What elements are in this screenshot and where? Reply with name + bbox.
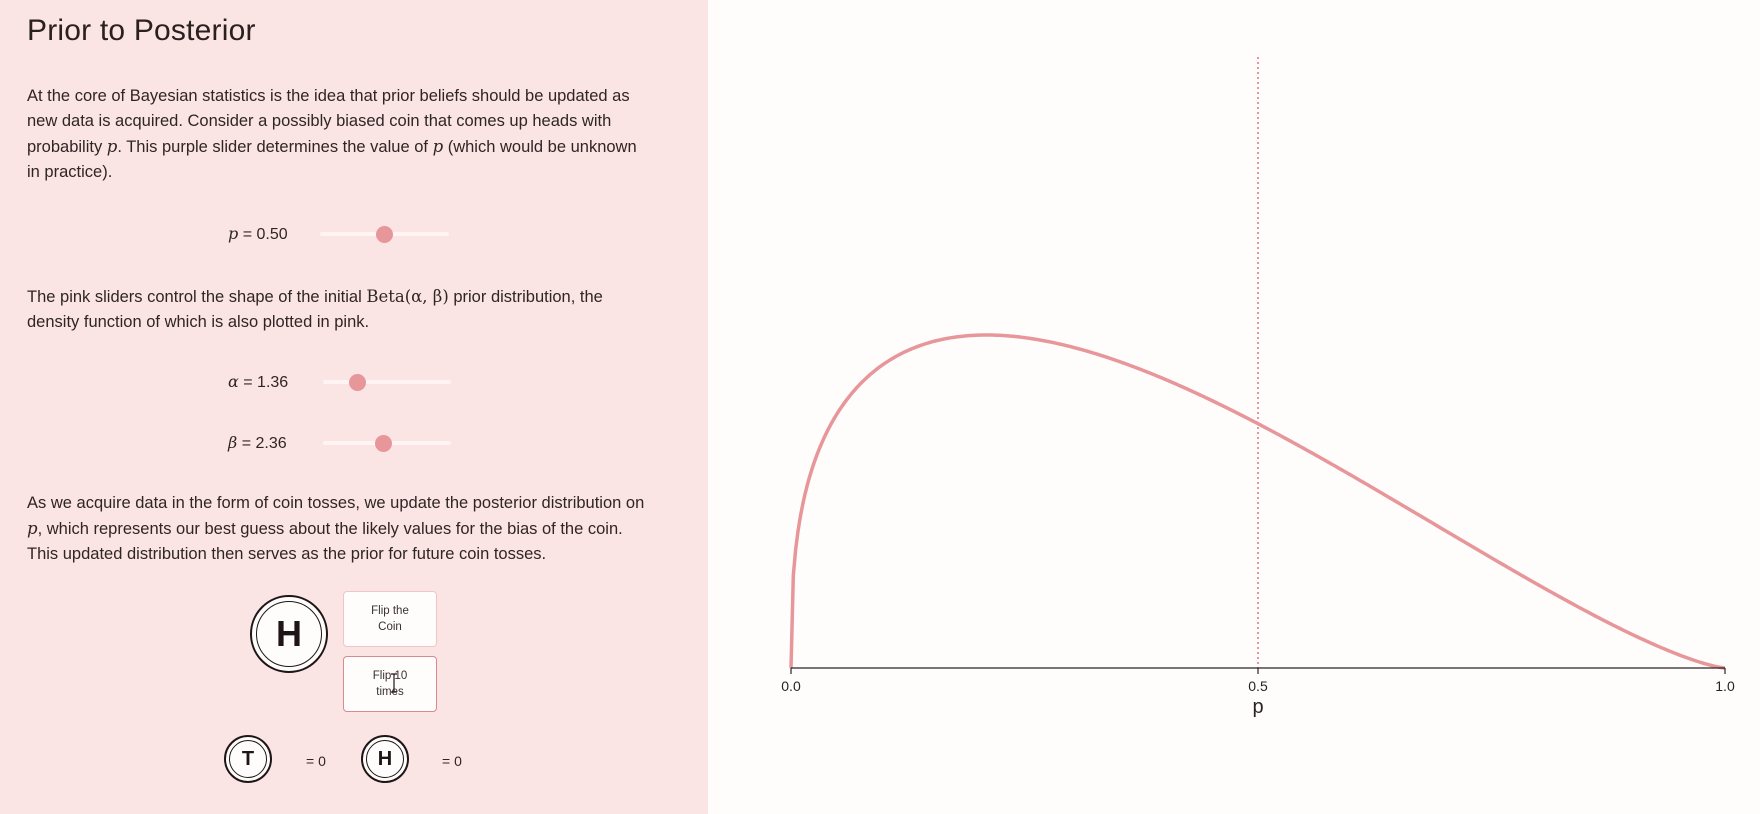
- prior-text-1: The pink sliders control the shape of th…: [27, 288, 367, 306]
- p-slider-label: p = 0.50: [228, 222, 288, 247]
- posterior-text-1: As we acquire data in the form of coin t…: [27, 494, 645, 512]
- x-tick-label: 0.0: [781, 678, 801, 694]
- alpha-value: = 1.36: [238, 374, 289, 391]
- flip-ten-button[interactable]: Flip 10 times: [343, 656, 437, 712]
- prior-density-curve: [789, 333, 1726, 670]
- intro-text-2: . This purple slider determines the valu…: [117, 138, 433, 156]
- p-slider-thumb[interactable]: [376, 225, 393, 243]
- beta-slider[interactable]: [323, 434, 451, 452]
- prior-paragraph: The pink sliders control the shape of th…: [27, 284, 652, 335]
- text-cursor-icon: [391, 673, 397, 693]
- beta-slider-thumb[interactable]: [374, 434, 392, 452]
- x-axis-ticks: 0.0 0.5 1.0: [781, 668, 1735, 694]
- beta-slider-row: β = 2.36: [228, 431, 458, 455]
- intro-text-1: At the core of Bayesian statistics is th…: [27, 87, 630, 156]
- beta-value: = 2.36: [237, 435, 287, 452]
- var-p: p: [106, 137, 118, 156]
- coin-face: H: [256, 601, 322, 667]
- alpha-slider-thumb[interactable]: [349, 373, 367, 391]
- intro-text-3: (which would be unknown in practice).: [27, 138, 637, 181]
- prior-text-2: prior distribution, the density function…: [27, 288, 603, 331]
- beta-expression: Beta(α, β): [366, 287, 449, 306]
- control-panel: Prior to Posterior At the core of Bayesi…: [0, 0, 708, 814]
- posterior-text-2: , which represents our best guess about …: [27, 520, 623, 563]
- tails-count: = 0: [306, 753, 326, 769]
- p-slider-row: p = 0.50: [228, 222, 458, 246]
- p-slider[interactable]: [320, 225, 449, 243]
- alpha-slider[interactable]: [323, 373, 451, 391]
- tails-coin: T: [224, 735, 272, 783]
- alpha-slider-label: α = 1.36: [228, 370, 288, 395]
- x-tick-label: 1.0: [1715, 678, 1735, 694]
- page-title: Prior to Posterior: [27, 14, 256, 47]
- heads-coin: H: [361, 735, 409, 783]
- density-chart: 0.0 0.5 1.0 p: [781, 57, 1735, 718]
- beta-symbol: β: [228, 433, 238, 452]
- var-p: p: [27, 519, 38, 538]
- p-symbol: p: [228, 224, 239, 243]
- var-p: p: [432, 137, 444, 156]
- tails-symbol: T: [229, 740, 267, 778]
- posterior-paragraph: As we acquire data in the form of coin t…: [27, 491, 652, 567]
- p-value: = 0.50: [238, 226, 288, 243]
- flip-once-button[interactable]: Flip the Coin: [343, 591, 437, 647]
- intro-paragraph: At the core of Bayesian statistics is th…: [27, 84, 652, 185]
- alpha-symbol: α: [228, 372, 239, 391]
- beta-slider-label: β = 2.36: [228, 431, 287, 456]
- alpha-slider-row: α = 1.36: [228, 370, 458, 394]
- current-coin: H: [250, 595, 328, 673]
- heads-symbol: H: [366, 740, 404, 778]
- x-axis-label: p: [1252, 696, 1263, 718]
- x-tick-label: 0.5: [1248, 678, 1268, 694]
- heads-count: = 0: [442, 753, 462, 769]
